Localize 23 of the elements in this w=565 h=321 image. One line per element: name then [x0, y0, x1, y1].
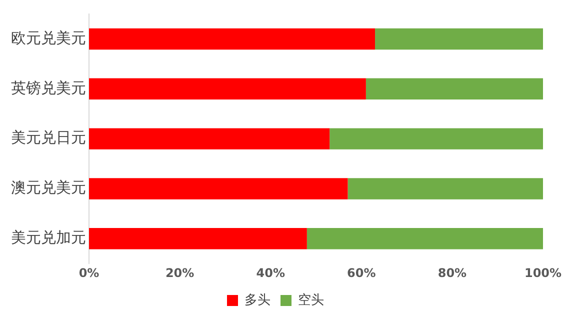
y-tick-label: 澳元兑美元: [11, 178, 86, 197]
bar: [89, 228, 307, 250]
legend-label: 多头: [244, 292, 270, 308]
bar: [330, 128, 543, 150]
bar: [89, 28, 376, 50]
x-tick-label: 100%: [524, 266, 562, 280]
legend-label: 空头: [298, 292, 324, 308]
bar: [306, 228, 543, 250]
y-tick-label: 英镑兑美元: [11, 78, 86, 97]
bar: [366, 78, 543, 100]
x-tick-label: 0%: [78, 266, 100, 280]
bar: [89, 78, 366, 100]
x-tick-label: 20%: [165, 266, 194, 280]
x-tick-label: 80%: [438, 266, 467, 280]
bar: [348, 178, 543, 200]
bar: [89, 128, 330, 150]
x-tick-label: 60%: [347, 266, 376, 280]
y-tick-label: 美元兑日元: [11, 128, 86, 147]
x-tick-label: 40%: [256, 266, 285, 280]
y-tick-label: 欧元兑美元: [11, 28, 86, 47]
y-tick-label: 美元兑加元: [11, 228, 86, 247]
bar: [89, 178, 348, 200]
bar: [375, 28, 543, 50]
